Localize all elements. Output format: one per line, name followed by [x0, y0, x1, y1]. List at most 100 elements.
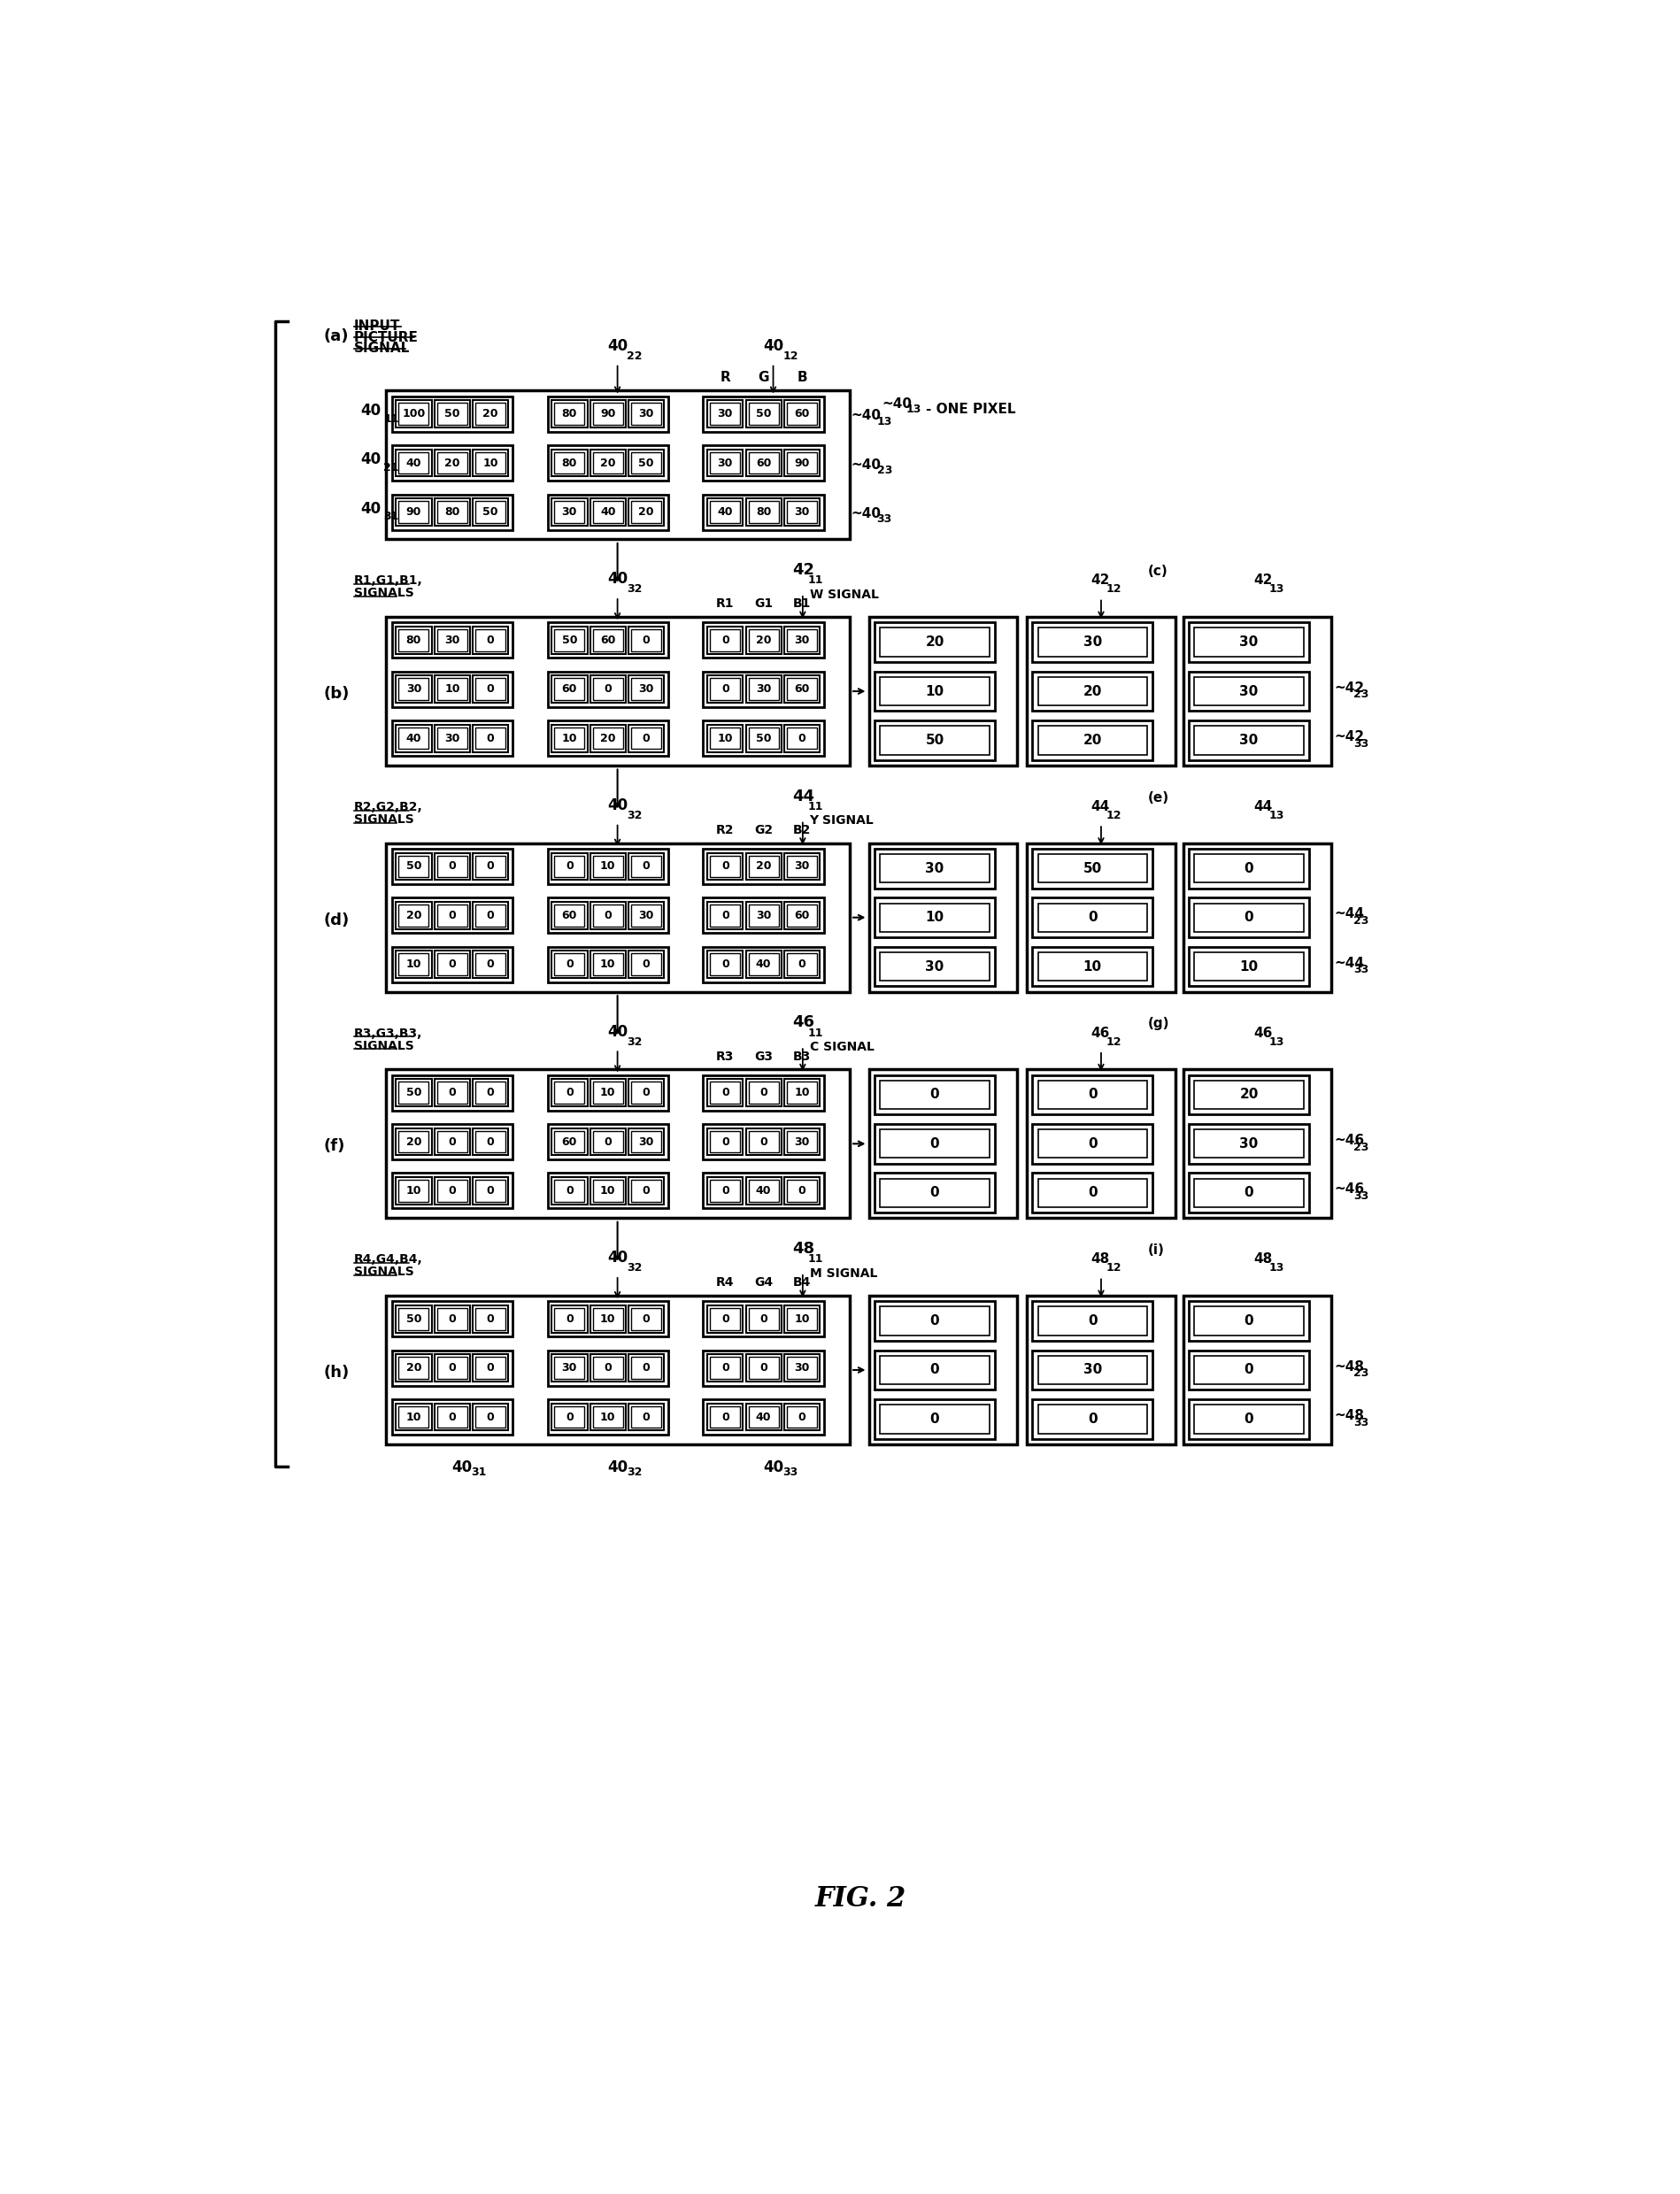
Bar: [875, 948, 995, 987]
Bar: [475, 1130, 506, 1152]
Text: (a): (a): [323, 329, 348, 344]
Text: 0: 0: [566, 860, 573, 873]
Bar: [475, 1358, 506, 1378]
Bar: [386, 842, 850, 992]
Text: 30: 30: [638, 911, 654, 921]
Text: 60: 60: [561, 1136, 578, 1147]
Bar: [1038, 627, 1147, 656]
Text: 0: 0: [566, 1411, 573, 1422]
Bar: [746, 1305, 781, 1332]
Text: G2: G2: [754, 825, 773, 836]
Bar: [875, 1123, 995, 1163]
Text: 40: 40: [606, 796, 628, 814]
Text: 0: 0: [759, 1362, 768, 1373]
Bar: [785, 1404, 820, 1430]
Bar: [707, 450, 743, 476]
Bar: [1026, 1068, 1176, 1218]
Text: 0: 0: [798, 1185, 806, 1196]
Text: B1: B1: [793, 597, 811, 610]
Text: 32: 32: [627, 1262, 642, 1275]
Bar: [554, 1130, 585, 1152]
Text: 40: 40: [606, 338, 628, 353]
Bar: [554, 1406, 585, 1428]
Bar: [396, 627, 432, 654]
Text: 0: 0: [931, 1187, 939, 1200]
Text: 33: 33: [1354, 1417, 1369, 1428]
Text: 60: 60: [561, 911, 578, 921]
Bar: [785, 498, 820, 527]
Text: 0: 0: [1245, 1362, 1253, 1376]
Text: R1,G1,B1,: R1,G1,B1,: [354, 575, 423, 588]
Text: 13: 13: [1268, 810, 1285, 821]
Bar: [786, 404, 816, 426]
Text: 20: 20: [407, 911, 422, 921]
Text: R3,G3,B3,: R3,G3,B3,: [354, 1027, 423, 1040]
Bar: [1194, 726, 1304, 755]
Text: ~48: ~48: [1334, 1360, 1364, 1373]
Bar: [554, 728, 585, 748]
Bar: [785, 853, 820, 880]
Bar: [1194, 853, 1304, 882]
Bar: [554, 1082, 585, 1104]
Bar: [593, 1406, 623, 1428]
Bar: [632, 404, 662, 426]
Bar: [593, 856, 623, 878]
Bar: [707, 1305, 743, 1332]
Bar: [396, 498, 432, 527]
Text: 44: 44: [793, 788, 815, 805]
Bar: [1189, 1123, 1309, 1163]
Text: 50: 50: [561, 634, 578, 645]
Bar: [1183, 617, 1332, 766]
Text: 0: 0: [721, 860, 729, 873]
Text: 40: 40: [756, 959, 771, 970]
Text: 0: 0: [487, 685, 494, 695]
Bar: [711, 1130, 741, 1152]
Text: B2: B2: [793, 825, 811, 836]
Bar: [391, 1123, 512, 1158]
Bar: [548, 623, 669, 658]
Text: 0: 0: [642, 1411, 650, 1422]
Text: 0: 0: [721, 1086, 729, 1099]
Bar: [554, 1180, 585, 1202]
Bar: [704, 948, 823, 983]
Text: 40: 40: [717, 507, 732, 518]
Bar: [593, 452, 623, 474]
Text: 0: 0: [449, 1411, 455, 1422]
Text: 20: 20: [756, 860, 771, 873]
Bar: [1189, 671, 1309, 711]
Text: 0: 0: [449, 1086, 455, 1099]
Bar: [472, 450, 509, 476]
Bar: [437, 904, 467, 926]
Text: 0: 0: [487, 1314, 494, 1325]
Text: 0: 0: [605, 911, 612, 921]
Bar: [391, 397, 512, 432]
Text: 33: 33: [1354, 963, 1369, 976]
Bar: [475, 404, 506, 426]
Text: 33: 33: [783, 1466, 798, 1477]
Bar: [746, 450, 781, 476]
Text: 0: 0: [642, 733, 650, 744]
Bar: [396, 1128, 432, 1156]
Text: 40: 40: [407, 733, 422, 744]
Bar: [472, 724, 509, 753]
Bar: [396, 902, 432, 928]
Bar: [749, 728, 780, 748]
Bar: [551, 1128, 588, 1156]
Bar: [704, 623, 823, 658]
Text: 40: 40: [763, 338, 783, 353]
Bar: [1189, 897, 1309, 937]
Text: 30: 30: [561, 507, 578, 518]
Text: 10: 10: [926, 685, 944, 698]
Text: 50: 50: [407, 1086, 422, 1099]
Bar: [749, 630, 780, 652]
Bar: [711, 856, 741, 878]
Bar: [398, 904, 428, 926]
Bar: [711, 954, 741, 976]
Bar: [396, 724, 432, 753]
Bar: [435, 498, 470, 527]
Bar: [711, 1358, 741, 1378]
Bar: [554, 1358, 585, 1378]
Bar: [472, 1128, 509, 1156]
Text: 60: 60: [795, 911, 810, 921]
Text: ~46: ~46: [1334, 1134, 1364, 1147]
